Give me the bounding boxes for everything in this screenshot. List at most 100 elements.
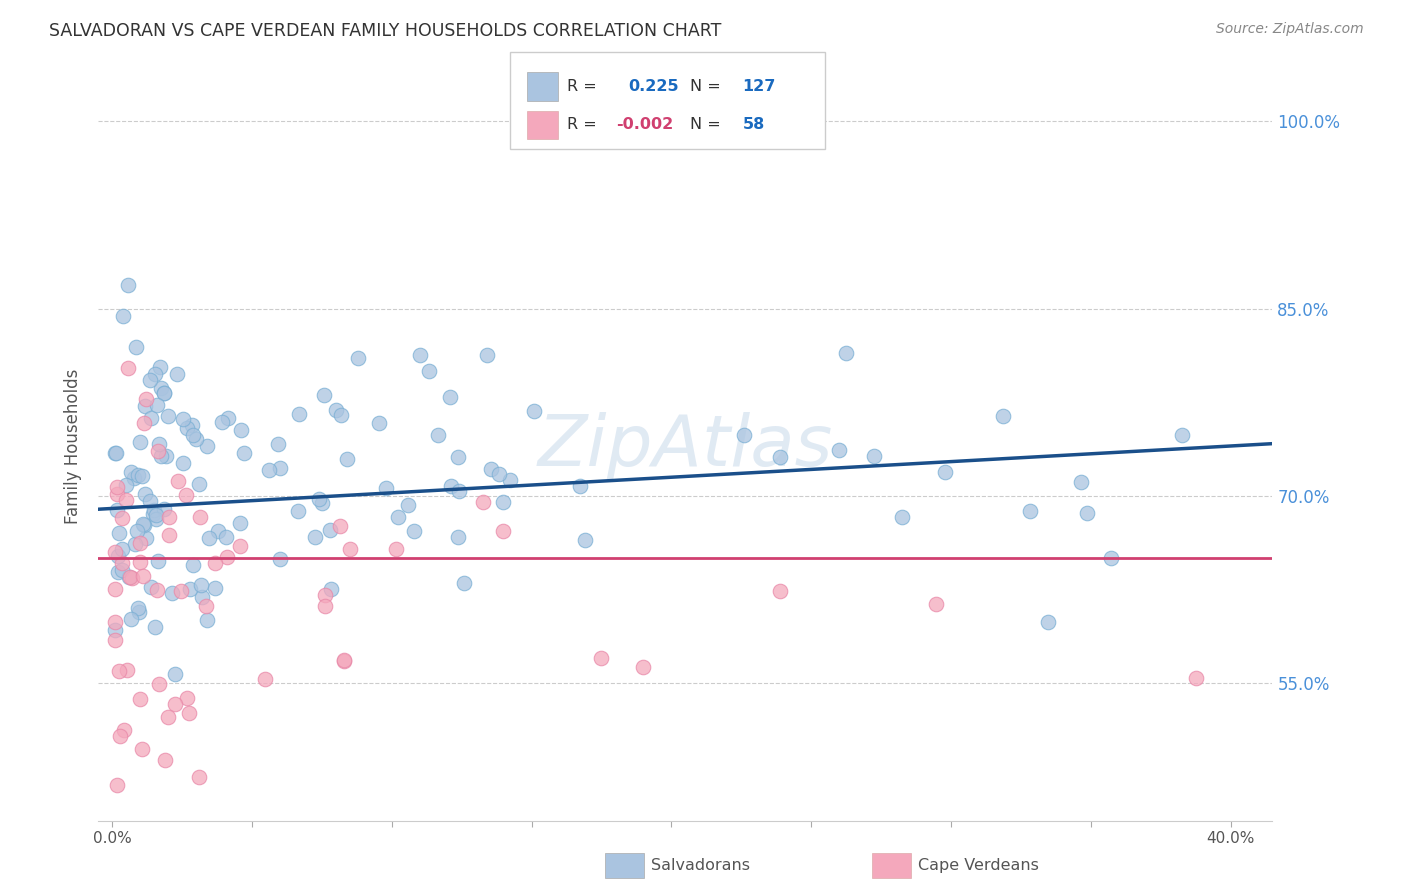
Point: [125, 340, 148, 354]
Point: [207, 524, 229, 539]
Point: [148, 360, 170, 375]
Point: [492, 524, 515, 538]
Point: [229, 539, 252, 553]
Point: [1076, 507, 1098, 521]
Point: [111, 511, 134, 525]
Point: [204, 556, 226, 570]
Point: [233, 446, 256, 460]
Point: [107, 565, 129, 579]
Point: [311, 496, 333, 510]
Text: R =: R =: [567, 79, 596, 94]
Point: [105, 486, 128, 500]
Point: [215, 530, 238, 544]
Text: Salvadorans: Salvadorans: [651, 858, 749, 872]
Point: [184, 432, 207, 446]
Point: [187, 770, 209, 784]
Point: [122, 471, 145, 485]
Point: [1036, 615, 1059, 629]
Point: [155, 753, 177, 767]
Point: [863, 449, 886, 463]
Point: [287, 504, 309, 518]
Point: [396, 498, 419, 512]
Point: [769, 450, 792, 465]
Point: [631, 660, 654, 674]
Point: [336, 452, 359, 467]
Point: [314, 599, 336, 613]
Point: [170, 584, 193, 599]
Point: [157, 527, 180, 541]
Point: [195, 439, 218, 453]
Point: [453, 576, 475, 591]
Point: [118, 570, 141, 584]
Point: [176, 421, 198, 435]
Point: [176, 691, 198, 706]
Point: [440, 479, 463, 493]
Point: [934, 465, 956, 479]
Point: [108, 665, 131, 679]
Point: [127, 467, 149, 482]
Point: [145, 511, 167, 525]
Point: [138, 373, 160, 387]
Point: [104, 615, 127, 630]
Point: [427, 428, 450, 442]
Point: [128, 435, 150, 450]
Point: [204, 581, 226, 595]
Point: [1070, 475, 1092, 490]
Point: [117, 663, 139, 677]
Point: [121, 571, 143, 585]
Point: [195, 613, 218, 627]
Point: [104, 545, 127, 559]
Text: 58: 58: [742, 118, 765, 132]
Point: [769, 583, 792, 598]
Point: [115, 478, 138, 492]
Point: [347, 351, 370, 366]
Point: [127, 600, 149, 615]
Point: [488, 467, 510, 481]
Point: [148, 444, 170, 458]
Point: [139, 411, 162, 425]
Point: [314, 588, 336, 602]
Point: [124, 537, 146, 551]
Y-axis label: Family Households: Family Households: [65, 368, 83, 524]
Point: [155, 449, 177, 463]
Point: [120, 612, 142, 626]
Point: [211, 415, 233, 429]
Point: [131, 469, 153, 483]
Point: [304, 530, 326, 544]
Point: [143, 620, 166, 634]
Point: [142, 508, 165, 522]
Text: 127: 127: [742, 79, 776, 94]
Point: [312, 388, 335, 402]
Point: [128, 536, 150, 550]
Point: [118, 570, 141, 584]
Point: [143, 367, 166, 381]
Text: N =: N =: [690, 118, 721, 132]
Point: [267, 437, 290, 451]
Point: [105, 778, 128, 792]
Point: [135, 392, 157, 406]
Point: [129, 555, 152, 569]
Point: [139, 494, 162, 508]
Point: [174, 488, 197, 502]
Point: [447, 530, 470, 544]
Point: [387, 509, 409, 524]
Point: [991, 409, 1014, 423]
Point: [827, 442, 849, 457]
Point: [733, 427, 755, 442]
Point: [385, 541, 408, 556]
Point: [409, 347, 432, 361]
Point: [183, 427, 205, 442]
Point: [330, 408, 353, 422]
Point: [925, 598, 948, 612]
Point: [498, 473, 520, 487]
Point: [153, 386, 176, 401]
Point: [110, 557, 132, 571]
Point: [117, 277, 139, 292]
Point: [143, 503, 166, 517]
Point: [131, 569, 153, 583]
Point: [198, 531, 221, 545]
Point: [108, 729, 131, 743]
Point: [108, 526, 131, 541]
Text: -0.002: -0.002: [616, 118, 673, 132]
Point: [181, 558, 204, 573]
